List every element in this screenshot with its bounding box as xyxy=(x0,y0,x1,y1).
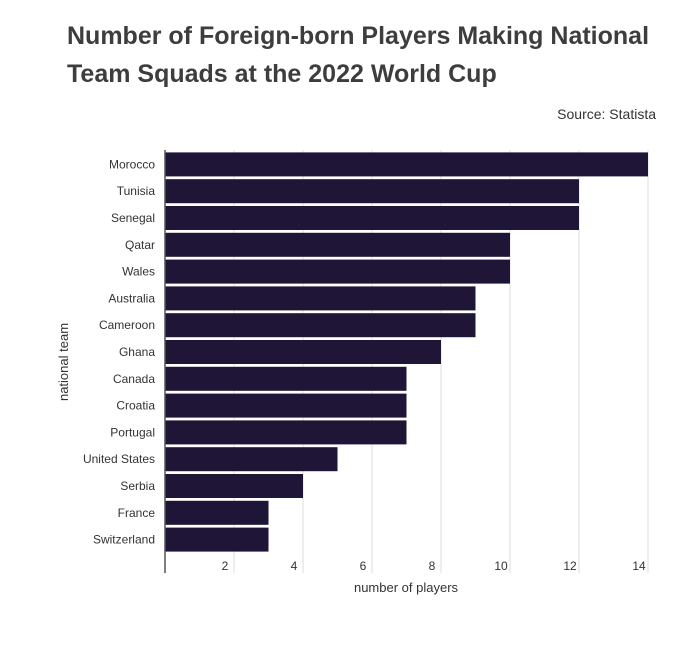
bar xyxy=(165,500,269,525)
category-label: Portugal xyxy=(110,425,155,439)
x-tick-label: 12 xyxy=(563,559,577,573)
bar xyxy=(165,340,441,364)
x-tick-label: 8 xyxy=(429,559,436,573)
category-label: Switzerland xyxy=(93,533,155,547)
category-label: France xyxy=(118,506,156,520)
chart-title: Number of Foreign-born Players Making Na… xyxy=(67,22,650,88)
category-label: Wales xyxy=(122,265,155,279)
category-label: United States xyxy=(83,452,155,466)
bar xyxy=(165,366,407,391)
category-label: Croatia xyxy=(116,399,155,413)
chart-source: Source: Statista xyxy=(557,106,656,122)
x-tick-label: 2 xyxy=(222,559,229,573)
bar xyxy=(165,474,303,498)
bar xyxy=(165,313,476,338)
x-tick-labels: 2 4 6 8 10 12 14 xyxy=(222,559,646,573)
category-label: Cameroon xyxy=(99,318,155,332)
bar xyxy=(165,527,269,552)
bar xyxy=(165,206,579,230)
bar xyxy=(165,259,510,284)
x-axis-title: number of players xyxy=(354,580,459,595)
bar xyxy=(165,447,338,472)
category-label: Qatar xyxy=(125,238,155,252)
category-labels: Morocco Tunisia Senegal Qatar Wales Australia… xyxy=(83,157,155,546)
x-tick-label: 4 xyxy=(291,559,298,573)
category-label: Morocco xyxy=(109,157,155,171)
category-label: Serbia xyxy=(120,479,155,493)
category-label: Australia xyxy=(108,291,155,305)
bar xyxy=(165,152,648,177)
bar xyxy=(165,232,510,257)
x-tick-label: 10 xyxy=(494,559,508,573)
bar xyxy=(165,179,579,204)
x-tick-label: 14 xyxy=(632,559,646,573)
category-label: Senegal xyxy=(111,211,155,225)
x-tick-label: 6 xyxy=(360,559,367,573)
category-label: Canada xyxy=(113,372,155,386)
bar xyxy=(165,420,407,445)
bar xyxy=(165,286,476,311)
category-label: Ghana xyxy=(119,345,155,359)
y-axis-title: national team xyxy=(56,323,71,401)
category-label: Tunisia xyxy=(117,184,156,198)
bar xyxy=(165,393,407,418)
bars xyxy=(165,152,648,552)
